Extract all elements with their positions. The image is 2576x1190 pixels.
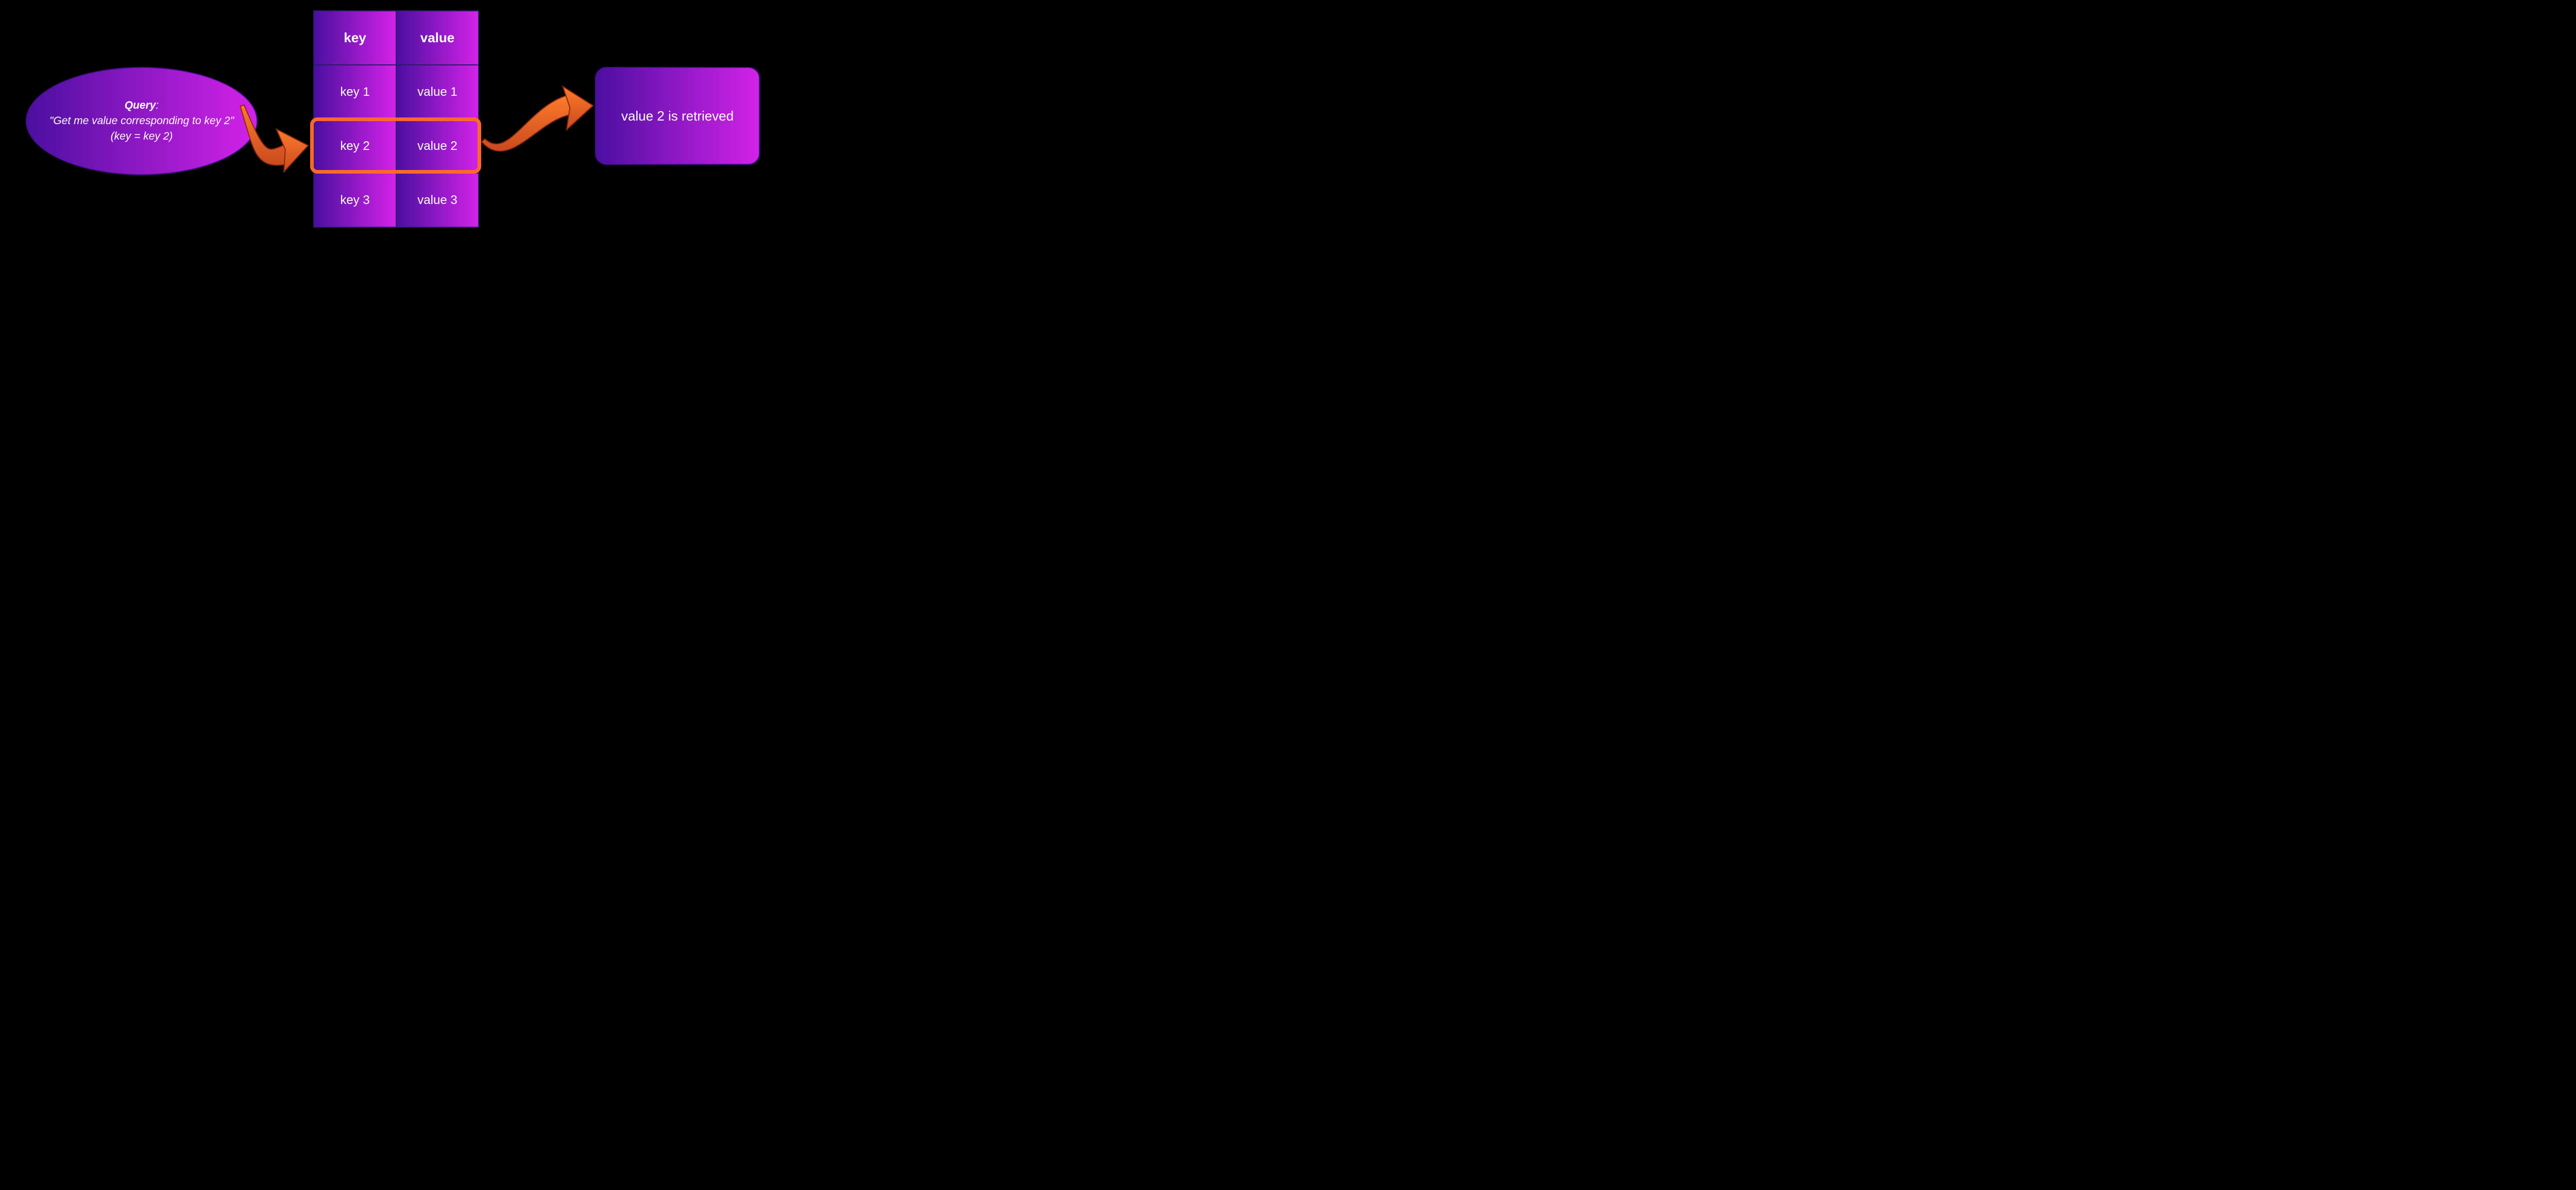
query-body: "Get me value corresponding to key 2" bbox=[49, 115, 234, 127]
kv-cell: value 3 bbox=[396, 173, 479, 227]
query-ellipse: Query: "Get me value corresponding to ke… bbox=[26, 67, 258, 175]
table-row: key 2 value 2 bbox=[314, 119, 479, 173]
kv-header-value: value bbox=[396, 11, 479, 65]
query-title-suffix: : bbox=[156, 99, 159, 111]
table-row: key 1 value 1 bbox=[314, 65, 479, 119]
kv-header-key: key bbox=[314, 11, 396, 65]
query-keyline: (key = key 2) bbox=[111, 130, 173, 143]
kv-cell: key 3 bbox=[314, 173, 396, 227]
kv-cell: value 2 bbox=[396, 119, 479, 173]
kv-table: key value key 1 value 1 key 2 value 2 ke… bbox=[313, 10, 479, 228]
table-row: key 3 value 3 bbox=[314, 173, 479, 227]
kv-cell: key 2 bbox=[314, 119, 396, 173]
kv-cell: key 1 bbox=[314, 65, 396, 119]
query-title: Query bbox=[125, 99, 156, 111]
kv-cell: value 1 bbox=[396, 65, 479, 119]
result-text: value 2 is retrieved bbox=[621, 108, 734, 124]
kv-header-row: key value bbox=[314, 11, 479, 65]
result-box: value 2 is retrieved bbox=[595, 67, 760, 165]
